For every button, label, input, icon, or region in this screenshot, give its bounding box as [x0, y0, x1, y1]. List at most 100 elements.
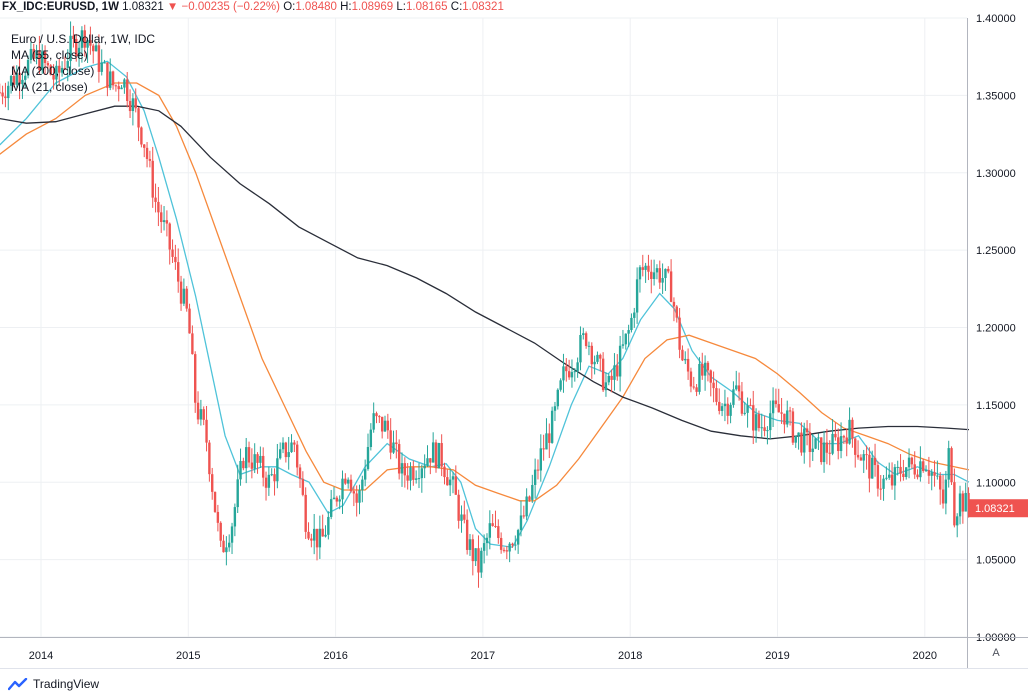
candle-body — [686, 358, 690, 372]
candle-body — [77, 47, 81, 57]
candle-body — [431, 442, 435, 463]
candle-body — [797, 432, 800, 436]
candle-body — [437, 443, 441, 469]
candle-body — [154, 197, 157, 202]
low-value: 1.08165 — [405, 1, 448, 13]
candle-body — [522, 515, 526, 517]
candle-body — [780, 412, 783, 414]
candle-body — [199, 409, 203, 420]
last-price-tag: 1.08321 — [975, 503, 1015, 515]
candle-body — [352, 491, 356, 494]
candle-body — [822, 442, 826, 463]
candle-body — [667, 268, 670, 272]
candle-body — [893, 467, 897, 486]
candle-body — [46, 63, 50, 66]
candle-body — [593, 361, 596, 365]
candle-body — [338, 499, 341, 502]
candle-body — [567, 371, 571, 378]
close-value: 1.08321 — [462, 1, 504, 13]
high-value: 1.08969 — [351, 1, 394, 13]
brand-name: TradingView — [33, 677, 100, 691]
candlesticks — [0, 21, 970, 588]
candle-body — [531, 484, 534, 500]
candle-body — [831, 433, 834, 454]
candle-body — [386, 420, 390, 431]
candle-body — [304, 494, 307, 532]
candle-body — [825, 442, 829, 453]
tradingview-branding[interactable]: TradingView — [8, 677, 99, 691]
candle-body — [817, 437, 820, 439]
candle-body — [814, 438, 817, 449]
candle-body — [335, 497, 339, 502]
candle-body — [29, 48, 33, 60]
candle-body — [746, 405, 749, 413]
candle-body — [177, 262, 180, 282]
candle-body — [536, 469, 540, 471]
candle-body — [114, 85, 118, 87]
candle-body — [117, 86, 120, 90]
candle-body — [726, 403, 729, 416]
candle-body — [703, 362, 707, 376]
tradingview-logo-icon — [8, 677, 28, 690]
symbol-label: FX_IDC:EURUSD, 1W — [2, 1, 119, 13]
candle-body — [429, 458, 432, 463]
candle-body — [924, 470, 928, 472]
candle-body — [842, 436, 846, 438]
legend-ma55[interactable]: MA (55, close) — [11, 48, 88, 62]
candle-body — [590, 345, 593, 365]
auto-scale-button[interactable]: A — [992, 647, 1000, 659]
candle-body — [735, 385, 738, 390]
candle-body — [616, 365, 619, 377]
last-price: 1.08321 — [122, 1, 164, 13]
candle-body — [126, 79, 129, 101]
candle-body — [760, 427, 763, 429]
candle-body — [740, 391, 744, 414]
x-tick-label: 2020 — [913, 650, 937, 662]
y-tick-label: 1.10000 — [976, 477, 1016, 489]
candle-body — [944, 479, 948, 504]
candle-body — [644, 265, 647, 270]
candle-body — [66, 61, 69, 68]
candle-body — [477, 548, 480, 573]
candle-body — [505, 550, 509, 552]
candle-body — [907, 457, 911, 468]
candle-body — [497, 526, 500, 538]
high-label: H: — [340, 1, 352, 13]
candle-body — [958, 493, 962, 517]
candle-body — [573, 371, 576, 373]
candle-body — [80, 30, 84, 48]
candle-body — [457, 494, 460, 521]
candle-body — [873, 457, 877, 466]
legend-ma200[interactable]: MA (200, close) — [11, 64, 95, 78]
candle-body — [582, 333, 585, 335]
candle-body — [123, 79, 126, 88]
legend-ma21[interactable]: MA (21, close) — [11, 80, 88, 94]
candle-body — [480, 550, 483, 573]
y-tick-label: 1.15000 — [976, 400, 1016, 412]
candle-body — [621, 344, 625, 346]
candle-body — [516, 530, 520, 545]
candle-body — [451, 476, 455, 480]
candle-body — [191, 333, 194, 355]
candle-body — [9, 75, 13, 86]
candle-body — [60, 67, 64, 73]
candle-body — [140, 127, 143, 145]
candle-body — [182, 288, 186, 304]
candle-body — [905, 467, 908, 477]
chart-legend: Euro / U.S. Dollar, 1W, IDC MA (55, clos… — [11, 31, 155, 95]
candle-body — [720, 406, 724, 411]
candle-body — [845, 437, 848, 444]
candle-body — [290, 442, 293, 453]
candle-body — [253, 454, 256, 469]
candle-body — [400, 463, 404, 474]
candle-body — [584, 333, 588, 347]
candle-body — [310, 538, 313, 541]
candle-body — [63, 67, 67, 69]
chart-grid — [0, 17, 967, 638]
candle-body — [743, 412, 746, 414]
candle-body — [24, 75, 27, 80]
candle-body — [698, 363, 701, 392]
candle-body — [729, 404, 732, 416]
candle-body — [15, 72, 18, 85]
